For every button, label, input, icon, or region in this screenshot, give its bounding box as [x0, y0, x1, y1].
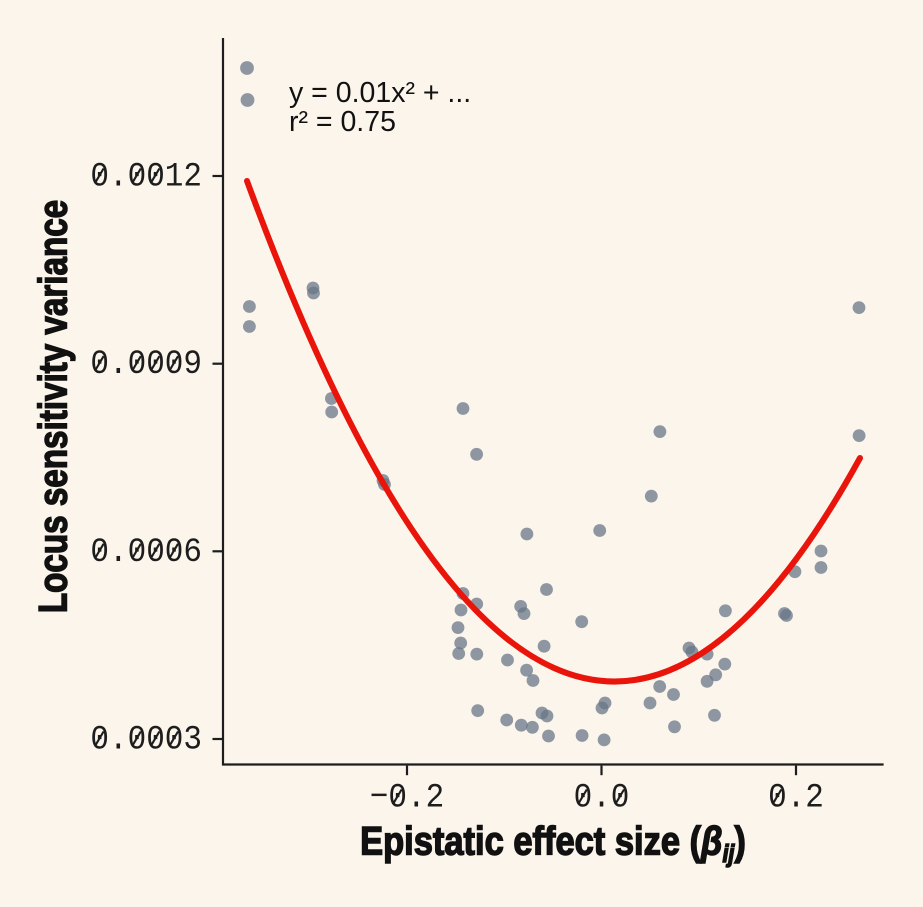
svg-text:y = 0.01x² + ...: y = 0.01x² + ...	[289, 77, 471, 109]
svg-text:0.0003: 0.0003	[90, 720, 202, 759]
svg-text:Locus sensitivity variance: Locus sensitivity variance	[31, 200, 76, 613]
svg-text:−0.2: −0.2	[370, 778, 444, 817]
svg-text:Epistatic effect size (βij): Epistatic effect size (βij)	[360, 818, 746, 867]
svg-text:0.0012: 0.0012	[90, 157, 202, 196]
svg-text:r² = 0.75: r² = 0.75	[289, 106, 396, 138]
svg-text:0.0006: 0.0006	[90, 532, 202, 571]
svg-text:0.0009: 0.0009	[90, 345, 202, 384]
